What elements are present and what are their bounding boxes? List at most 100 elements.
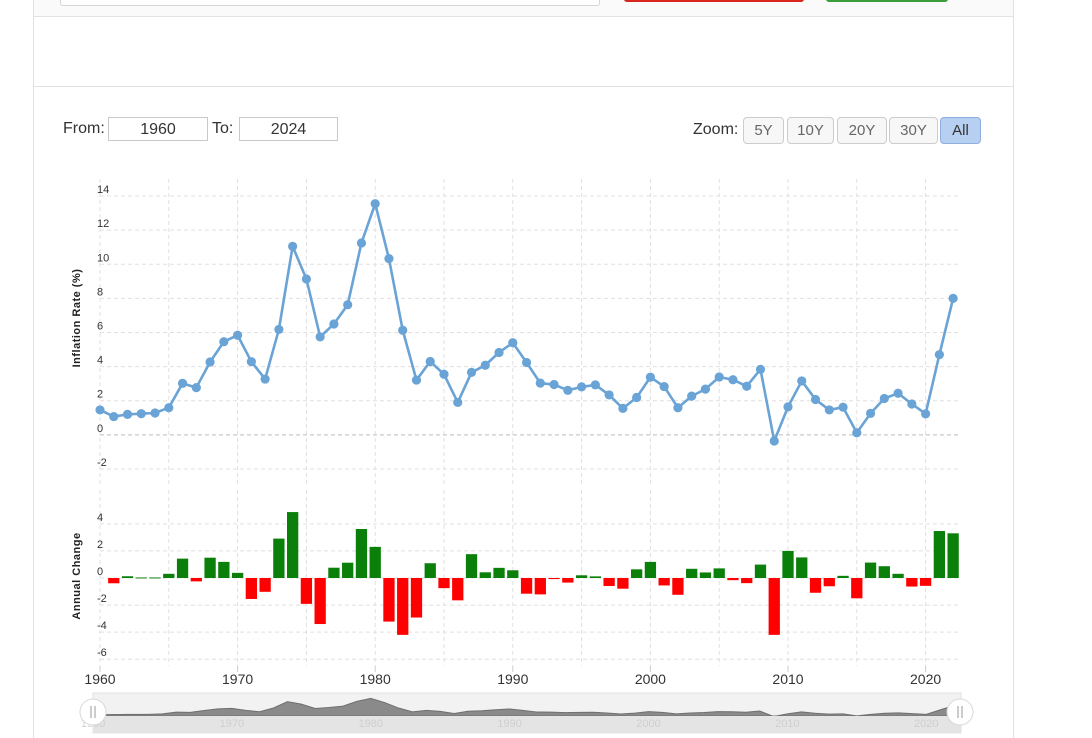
navigator-tick-label: 1970 [220, 718, 244, 730]
annual-change-bars[interactable] [108, 512, 959, 635]
inflation-data-point [109, 411, 119, 422]
navigator-left-handle[interactable] [79, 698, 107, 726]
annual-change-bar [410, 578, 423, 618]
inflation-data-point [494, 347, 504, 358]
inflation-data-point [687, 391, 697, 401]
annual-change-bar [534, 578, 546, 595]
inflation-data-point [563, 385, 573, 395]
annual-change-bar [713, 568, 725, 578]
from-input[interactable]: 1960 [108, 117, 208, 141]
navigator-baseline-band [93, 716, 961, 733]
annual-change-bar [837, 575, 849, 578]
inflation-data-point [797, 376, 807, 386]
to-label: To: [212, 120, 234, 137]
inflation-y-tick-label: 0 [97, 423, 103, 435]
inflation-data-point [191, 382, 201, 393]
navigator-tick-label: 2020 [914, 718, 938, 730]
annual-change-bar [355, 528, 368, 578]
zoom-all-button[interactable]: All [940, 117, 981, 144]
to-input[interactable]: 2024 [239, 117, 338, 141]
annual-change-y-tick-label: 0 [97, 566, 103, 578]
annual-change-bar [947, 533, 959, 578]
x-tick-label: 2020 [910, 671, 941, 687]
annual-change-bar [383, 578, 395, 622]
zoom-5y-button[interactable]: 5Y [743, 117, 784, 144]
annual-change-bar [603, 578, 615, 586]
inflation-data-point [233, 330, 243, 340]
inflation-data-point [150, 408, 160, 418]
annual-change-bar [273, 538, 285, 578]
x-tick-label: 2010 [772, 671, 803, 687]
x-tick-label: 2000 [635, 671, 666, 687]
inflation-data-point [508, 338, 518, 348]
annual-change-bar [686, 568, 698, 578]
inflation-line-series[interactable] [95, 199, 958, 446]
inflation-data-point [246, 357, 256, 367]
annual-change-bar [809, 578, 822, 593]
inflation-data-point [466, 367, 477, 378]
zoom-10y-button[interactable]: 10Y [787, 117, 834, 144]
inflation-data-point [95, 405, 105, 415]
annual-change-y-tick-label: -4 [97, 620, 107, 632]
annual-change-bar [300, 578, 313, 604]
top-red-button[interactable] [624, 0, 804, 2]
annual-change-bar [617, 578, 629, 589]
annual-change-y-tick-label: -2 [97, 593, 107, 605]
zoom-label: Zoom: [693, 121, 739, 138]
inflation-data-point [260, 374, 270, 384]
inflation-data-point [755, 364, 766, 374]
annual-change-bar [878, 566, 890, 578]
annual-change-bar [933, 531, 946, 578]
inflation-data-point [673, 403, 683, 413]
zoom-20y-button[interactable]: 20Y [837, 117, 887, 144]
inflation-data-point [425, 356, 435, 367]
annual-change-bar [493, 567, 505, 578]
inflation-data-point [177, 378, 188, 388]
inflation-data-point [728, 375, 738, 385]
inflation-data-point [921, 409, 931, 419]
inflation-data-point [645, 372, 656, 382]
annual-change-bar [135, 577, 147, 579]
inflation-data-point [590, 380, 600, 390]
inflation-data-point [398, 325, 408, 335]
inflation-gridlines [99, 179, 960, 486]
inflation-data-point [205, 357, 215, 367]
inflation-line [99, 202, 955, 443]
annual-change-bar [754, 564, 767, 578]
inflation-data-point [535, 378, 545, 388]
annual-change-y-tick-label: 4 [97, 512, 103, 524]
annual-change-y-ticks: -6 -4 -2 0 2 4 [97, 512, 107, 659]
inflation-data-point [453, 397, 463, 408]
from-label: From: [63, 120, 105, 137]
top-green-button[interactable] [826, 0, 948, 2]
annual-change-bar [424, 563, 436, 578]
annual-change-bar [562, 578, 574, 583]
top-search-input[interactable] [60, 0, 600, 6]
annual-change-bar [741, 578, 753, 584]
inflation-data-point [700, 384, 711, 394]
inflation-data-point [549, 379, 559, 390]
zoom-30y-button[interactable]: 30Y [889, 117, 938, 144]
annual-change-bar [699, 572, 712, 578]
inflation-data-point [384, 254, 394, 264]
annual-change-bar [121, 576, 134, 578]
navigator-tick-label: 1990 [497, 718, 521, 730]
navigator-right-handle[interactable] [946, 698, 974, 726]
navigator-tick-label: 2000 [636, 718, 660, 730]
x-tick-label: 1980 [360, 671, 391, 687]
inflation-data-point [219, 337, 229, 347]
divider [34, 86, 1013, 87]
navigator-area [92, 697, 955, 717]
annual-change-bar [452, 578, 464, 601]
annual-change-bar [465, 554, 478, 578]
annual-change-bar [163, 573, 175, 578]
inflation-y-tick-label: 10 [97, 252, 109, 264]
annual-change-bar [548, 578, 560, 580]
inflation-data-point [632, 392, 642, 403]
annual-change-bar [864, 562, 877, 578]
inflation-y-tick-label: 6 [97, 321, 103, 333]
x-tick-label: 1970 [222, 671, 253, 687]
annual-change-bar [823, 578, 835, 587]
